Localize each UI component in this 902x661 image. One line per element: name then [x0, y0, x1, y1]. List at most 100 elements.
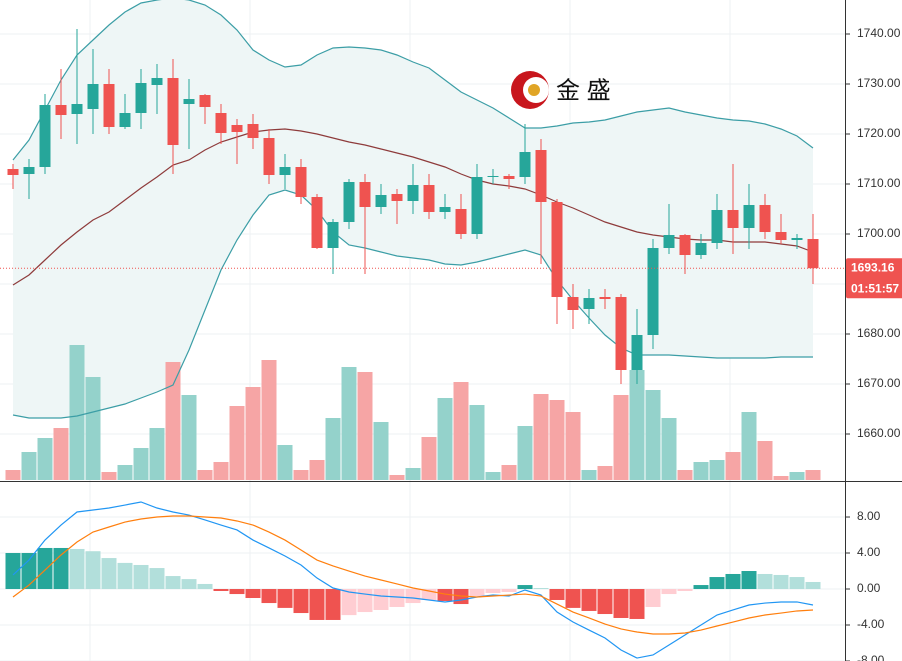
candle-body	[631, 335, 643, 370]
macd-bar	[277, 589, 293, 608]
candle-body	[311, 197, 323, 248]
candle-body	[151, 78, 163, 85]
candle-body	[791, 238, 803, 240]
candle-body	[423, 185, 435, 212]
candle-body	[247, 124, 259, 138]
macd-bar	[37, 547, 53, 590]
volume-bar	[197, 470, 213, 480]
y-tick-label: 1700.00	[857, 226, 901, 240]
volume-bar	[533, 394, 549, 480]
volume-bar	[661, 418, 677, 480]
macd-bar	[165, 576, 181, 590]
candle-body	[407, 185, 419, 201]
volume-bar	[757, 441, 773, 480]
volume-bar	[213, 462, 229, 480]
candle-body	[103, 84, 115, 127]
volume-bar	[5, 470, 21, 480]
candle-body	[183, 99, 195, 104]
macd-bar	[405, 589, 421, 604]
price-tag	[846, 258, 902, 299]
candle-body	[263, 138, 275, 175]
macd-bar	[629, 589, 645, 619]
countdown: 01:51:57	[851, 281, 899, 295]
candle-body	[679, 235, 691, 255]
macd-bar	[325, 589, 341, 620]
macd-bar	[341, 589, 357, 616]
price-label: 1693.16	[851, 260, 895, 274]
candle-body	[215, 113, 227, 133]
candle-body	[695, 243, 707, 255]
volume-bar	[773, 476, 789, 480]
macd-bar	[85, 551, 101, 590]
macd-bar	[101, 558, 117, 590]
candle-body	[663, 235, 675, 248]
macd-bar	[789, 577, 805, 590]
volume-bar	[277, 445, 293, 480]
watermark: 金 盛	[556, 77, 611, 104]
volume-bar	[309, 460, 325, 480]
volume-bar	[101, 472, 117, 480]
candle-body	[535, 150, 547, 202]
candle-body	[23, 167, 35, 174]
macd-bar	[677, 589, 693, 591]
macd-line	[12, 515, 814, 635]
volume-bar	[437, 398, 453, 480]
volume-bar	[517, 426, 533, 480]
indicator-line	[12, 189, 813, 419]
candle-body	[7, 169, 19, 175]
macd-bar	[549, 589, 565, 600]
y-tick-label: -8.00	[857, 653, 885, 661]
candle-body	[55, 105, 67, 115]
candle-body	[87, 84, 99, 109]
axis-labels: 1660.001670.001680.001690.001700.001710.…	[845, 26, 902, 661]
volume-bar	[677, 470, 693, 480]
candle-body	[647, 248, 659, 335]
volume-bar	[645, 390, 661, 480]
macd-bar	[805, 581, 821, 590]
candle-body	[727, 210, 739, 228]
macd-bar	[613, 589, 629, 618]
candle-body	[231, 125, 243, 132]
volume-bar	[485, 472, 501, 480]
volume-bar	[453, 382, 469, 480]
volume-bar	[245, 387, 261, 480]
macd-bar	[149, 568, 165, 590]
y-tick-label: -4.00	[857, 617, 885, 631]
macd-bar	[517, 585, 533, 590]
volume-bar	[565, 412, 581, 480]
volume-bar	[597, 466, 613, 480]
volume-bar	[405, 468, 421, 480]
macd-bar	[533, 588, 549, 590]
price-panel	[0, 0, 845, 480]
candle-body	[359, 182, 371, 207]
macd-bar	[133, 564, 149, 590]
macd-bar	[565, 589, 581, 608]
volume-bar	[709, 460, 725, 480]
candle-body	[327, 222, 339, 248]
macd-bar	[437, 589, 453, 601]
volume-bar	[341, 367, 357, 480]
macd-bar	[645, 589, 661, 608]
volume-bar	[501, 465, 517, 480]
volume-bar	[165, 362, 181, 480]
candle-body	[583, 298, 595, 309]
candle-body	[119, 113, 131, 127]
macd-line	[12, 501, 814, 659]
volume-bar	[629, 370, 645, 480]
volume-bar	[133, 448, 149, 480]
volume-bar	[725, 452, 741, 480]
volume-bar	[53, 428, 69, 480]
y-tick-label: 1680.00	[857, 326, 901, 340]
macd-bar	[725, 573, 741, 590]
indicator-line	[12, 0, 814, 161]
macd-bar	[229, 589, 245, 595]
macd-bar	[501, 589, 517, 592]
macd-bar	[421, 589, 437, 600]
candle-body	[807, 239, 819, 269]
macd-bar	[661, 589, 677, 595]
volume-bar	[325, 418, 341, 480]
volume-bar	[421, 437, 437, 480]
candle-body	[471, 177, 483, 234]
volume-bar	[181, 395, 197, 480]
